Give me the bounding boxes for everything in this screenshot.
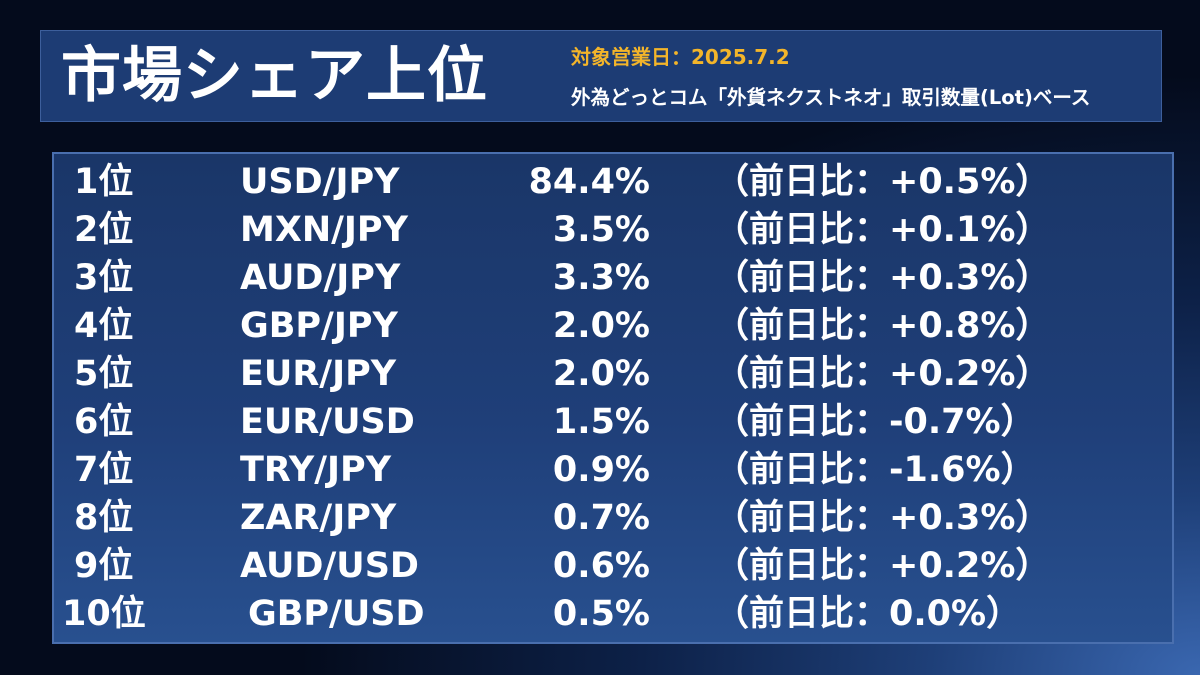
- share-cell: 0.9%: [552, 450, 650, 490]
- header-panel: 市場シェア上位 対象営業日：2025.7.2 外為どっとコム「外貨ネクストネオ」…: [40, 30, 1162, 122]
- table-row: 7位 TRY/JPY 0.9% （前日比：-1.6%）: [54, 446, 1172, 494]
- currency-pair-cell: ZAR/JPY: [240, 498, 397, 538]
- share-cell: 3.3%: [552, 258, 650, 298]
- rank-cell: 4位: [74, 306, 134, 346]
- share-cell: 0.7%: [552, 498, 650, 538]
- currency-pair-cell: USD/JPY: [240, 162, 400, 202]
- change-cell: （前日比：+0.3%）: [714, 258, 1051, 298]
- currency-pair-cell: EUR/USD: [240, 402, 415, 442]
- share-cell: 0.6%: [552, 546, 650, 586]
- table-row: 4位 GBP/JPY 2.0% （前日比：+0.8%）: [54, 302, 1172, 350]
- change-cell: （前日比：+0.2%）: [714, 354, 1051, 394]
- rank-cell: 5位: [74, 354, 134, 394]
- currency-pair-cell: AUD/JPY: [240, 258, 401, 298]
- currency-pair-cell: MXN/JPY: [240, 210, 408, 250]
- table-row: 3位 AUD/JPY 3.3% （前日比：+0.3%）: [54, 254, 1172, 302]
- business-date: 対象営業日：2025.7.2: [571, 41, 790, 70]
- share-cell: 0.5%: [552, 594, 650, 634]
- table-row: 5位 EUR/JPY 2.0% （前日比：+0.2%）: [54, 350, 1172, 398]
- change-cell: （前日比：+0.1%）: [714, 210, 1051, 250]
- rank-cell: 6位: [74, 402, 134, 442]
- share-cell: 2.0%: [552, 354, 650, 394]
- change-cell: （前日比：-1.6%）: [714, 450, 1036, 490]
- rank-cell: 2位: [74, 210, 134, 250]
- currency-pair-cell: GBP/USD: [248, 594, 425, 634]
- change-cell: （前日比：+0.3%）: [714, 498, 1051, 538]
- currency-pair-cell: AUD/USD: [240, 546, 419, 586]
- share-cell: 2.0%: [552, 306, 650, 346]
- rank-cell: 1位: [74, 162, 134, 202]
- table-row: 1位 USD/JPY 84.4% （前日比：+0.5%）: [54, 158, 1172, 206]
- rank-cell: 9位: [74, 546, 134, 586]
- change-cell: （前日比：+0.2%）: [714, 546, 1051, 586]
- business-date-label: 対象営業日：: [571, 45, 691, 69]
- market-share-table: 1位 USD/JPY 84.4% （前日比：+0.5%） 2位 MXN/JPY …: [52, 152, 1174, 644]
- rank-cell: 8位: [74, 498, 134, 538]
- table-row: 9位 AUD/USD 0.6% （前日比：+0.2%）: [54, 542, 1172, 590]
- change-cell: （前日比：0.0%）: [714, 594, 1022, 634]
- table-row: 10位 GBP/USD 0.5% （前日比：0.0%）: [54, 590, 1172, 638]
- business-date-value: 2025.7.2: [691, 45, 790, 69]
- change-cell: （前日比：-0.7%）: [714, 402, 1036, 442]
- table-row: 2位 MXN/JPY 3.5% （前日比：+0.1%）: [54, 206, 1172, 254]
- table-row: 8位 ZAR/JPY 0.7% （前日比：+0.3%）: [54, 494, 1172, 542]
- share-cell: 84.4%: [528, 162, 650, 202]
- change-cell: （前日比：+0.8%）: [714, 306, 1051, 346]
- currency-pair-cell: EUR/JPY: [240, 354, 397, 394]
- rank-cell: 10位: [62, 594, 146, 634]
- page-title: 市場シェア上位: [61, 41, 488, 111]
- rank-cell: 3位: [74, 258, 134, 298]
- share-cell: 3.5%: [552, 210, 650, 250]
- table-row: 6位 EUR/USD 1.5% （前日比：-0.7%）: [54, 398, 1172, 446]
- rank-cell: 7位: [74, 450, 134, 490]
- share-cell: 1.5%: [552, 402, 650, 442]
- change-cell: （前日比：+0.5%）: [714, 162, 1051, 202]
- data-basis-note: 外為どっとコム「外貨ネクストネオ」取引数量(Lot)ベース: [571, 86, 1091, 109]
- currency-pair-cell: TRY/JPY: [240, 450, 392, 490]
- currency-pair-cell: GBP/JPY: [240, 306, 398, 346]
